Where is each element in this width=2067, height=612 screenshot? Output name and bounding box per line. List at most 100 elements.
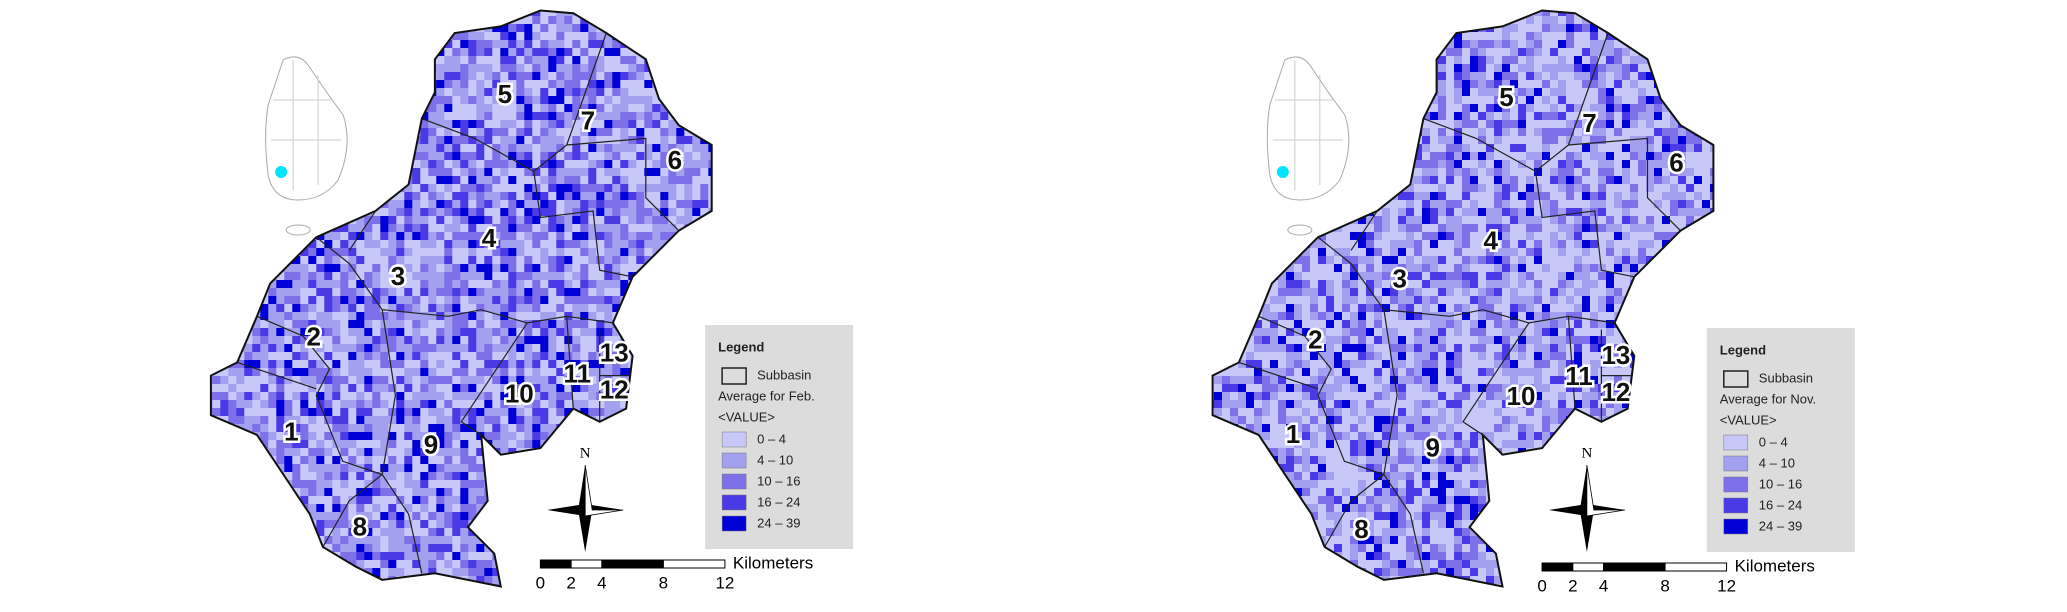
- raster-cell: [340, 208, 349, 217]
- raster-cell: [548, 568, 557, 577]
- raster-cell: [412, 248, 421, 257]
- raster-cell: [636, 576, 645, 585]
- raster-cell: [420, 168, 429, 177]
- raster-cell: [364, 464, 373, 473]
- raster-cell: [580, 184, 589, 193]
- raster-cell: [668, 520, 677, 529]
- raster-cell: [572, 360, 581, 369]
- raster-cell: [492, 384, 501, 393]
- raster-cell: [612, 368, 621, 377]
- raster-cell: [420, 344, 429, 353]
- raster-cell: [412, 32, 421, 41]
- raster-cell: [444, 320, 453, 329]
- raster-cell: [452, 384, 461, 393]
- raster-cell: [476, 240, 485, 249]
- raster-cell: [620, 288, 629, 297]
- raster-cell: [348, 528, 357, 537]
- raster-cell: [236, 584, 245, 587]
- raster-cell: [524, 576, 533, 585]
- raster-cell: [228, 160, 237, 169]
- raster-cell: [468, 40, 477, 49]
- raster-cell: [276, 296, 285, 305]
- raster-cell: [228, 384, 237, 393]
- raster-cell: [524, 432, 533, 441]
- raster-cell: [692, 224, 701, 233]
- raster-cell: [268, 336, 277, 345]
- raster-cell: [524, 176, 533, 185]
- raster-cell: [524, 568, 533, 577]
- raster-cell: [404, 544, 413, 553]
- raster-cell: [564, 232, 573, 241]
- raster-cell: [340, 368, 349, 377]
- raster-cell: [508, 168, 517, 177]
- raster-cell: [540, 32, 549, 41]
- raster-cell: [268, 424, 277, 433]
- raster-cell: [500, 88, 509, 97]
- raster-cell: [476, 96, 485, 105]
- raster-cell: [380, 80, 389, 89]
- raster-cell: [508, 136, 517, 145]
- raster-cell: [644, 568, 653, 577]
- raster-cell: [628, 232, 637, 241]
- inset-grid: [271, 60, 342, 190]
- raster-cell: [332, 264, 341, 273]
- raster-cell: [644, 512, 653, 521]
- raster-cell: [284, 456, 293, 465]
- raster-cell: [332, 408, 341, 417]
- raster-cell: [660, 328, 669, 337]
- raster-cell: [548, 552, 557, 561]
- raster-cell: [252, 80, 261, 89]
- raster-cell: [524, 144, 533, 153]
- raster-cell: [604, 200, 613, 209]
- raster-cell: [700, 88, 709, 97]
- raster-cell: [596, 128, 605, 137]
- raster-cell: [412, 48, 421, 57]
- legend-label: Subbasin: [757, 367, 811, 382]
- raster-cell: [324, 512, 333, 521]
- raster-cell: [548, 120, 557, 129]
- raster-cell: [652, 168, 661, 177]
- raster-cell: [396, 224, 405, 233]
- raster-cell: [524, 328, 533, 337]
- raster-cell: [652, 376, 661, 385]
- raster-cell: [692, 32, 701, 41]
- raster-cell: [484, 536, 493, 545]
- raster-cell: [220, 488, 229, 497]
- raster-cell: [532, 504, 541, 513]
- raster-cell: [236, 192, 245, 201]
- raster-cell: [228, 552, 237, 561]
- raster-cell: [244, 208, 253, 217]
- raster-cell: [492, 152, 501, 161]
- raster-cell: [516, 32, 525, 41]
- raster-cell: [1406, 24, 1415, 33]
- raster-cell: [380, 40, 389, 49]
- raster-cell: [420, 10, 429, 17]
- raster-cell: [644, 488, 653, 497]
- raster-cell: [460, 16, 469, 25]
- raster-cell: [556, 400, 565, 409]
- raster-cell: [420, 376, 429, 385]
- raster-cell: [364, 440, 373, 449]
- raster-cell: [556, 512, 565, 521]
- raster-cell: [532, 10, 541, 17]
- raster-cell: [460, 40, 469, 49]
- raster-cell: [332, 512, 341, 521]
- raster-cell: [684, 256, 693, 265]
- raster-cell: [668, 568, 677, 577]
- raster-cell: [276, 528, 285, 537]
- raster-cell: [604, 520, 613, 529]
- raster-cell: [532, 216, 541, 225]
- raster-cell: [244, 576, 253, 585]
- raster-cell: [364, 336, 373, 345]
- raster-cell: [356, 200, 365, 209]
- raster-cell: [556, 40, 565, 49]
- raster-cell: [660, 224, 669, 233]
- raster-cell: [300, 248, 309, 257]
- raster-cell: [412, 320, 421, 329]
- raster-cell: [604, 352, 613, 361]
- raster-cell: [260, 536, 269, 545]
- raster-cell: [380, 360, 389, 369]
- raster-cell: [348, 256, 357, 265]
- raster-cell: [628, 240, 637, 249]
- raster-cell: [668, 536, 677, 545]
